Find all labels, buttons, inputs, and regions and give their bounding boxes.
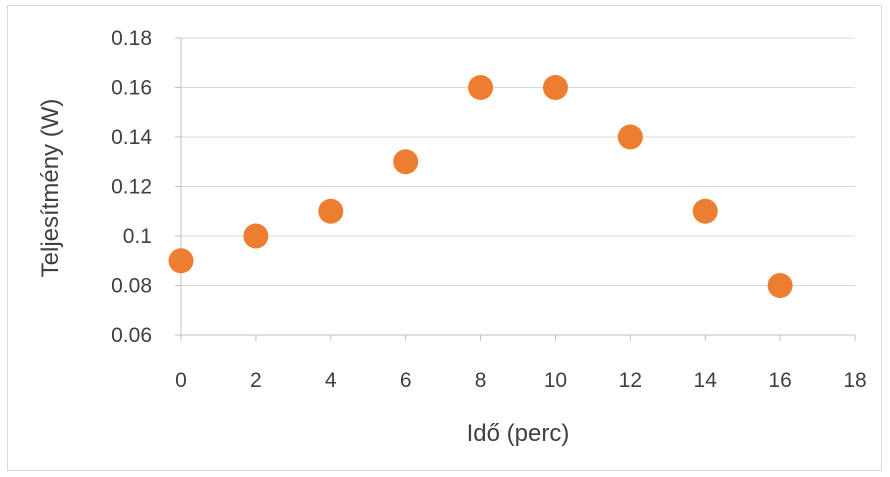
data-point [542,75,568,100]
x-tick-label: 0 [175,369,187,392]
x-axis-title: Idő (perc) [467,420,570,447]
data-point [318,198,344,224]
x-tick-label: 8 [475,369,487,392]
x-tick-label: 12 [619,369,642,392]
x-tick-label: 16 [768,369,791,392]
data-point [767,273,793,298]
y-tick-label: 0.16 [111,77,152,100]
y-tick-labels: 0.06 0.08 0.1 0.12 0.14 0.16 0.18 [111,27,152,347]
data-points [168,75,793,298]
y-tick-label: 0.12 [111,176,152,199]
data-point [393,149,419,175]
x-tick-label: 10 [544,369,567,392]
y-tick-label: 0.14 [111,126,152,149]
y-tick-label: 0.08 [111,275,152,298]
x-tick-label: 18 [843,369,866,392]
data-point [243,223,269,249]
x-tick-label: 2 [250,369,262,392]
data-point [168,248,194,274]
chart-frame [7,5,882,471]
y-tick-label: 0.06 [111,324,152,347]
y-axis-title: Teljesítmény (W) [37,99,64,278]
y-tick-label: 0.1 [123,225,152,248]
x-tick-labels: 0 2 4 6 8 10 12 14 16 18 [175,369,867,392]
data-point [468,75,494,100]
data-point [617,124,643,150]
x-tick-label: 14 [694,369,718,392]
data-point [692,198,718,224]
y-tick-label: 0.18 [111,27,152,50]
gridlines [181,37,855,286]
axes [175,37,856,341]
x-tick-label: 4 [325,369,337,392]
x-tick-label: 6 [400,369,412,392]
